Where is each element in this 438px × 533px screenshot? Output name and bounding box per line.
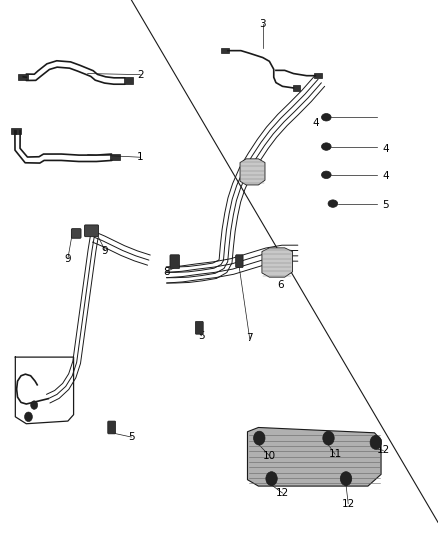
Circle shape: [340, 472, 352, 486]
Circle shape: [31, 401, 38, 409]
Text: 12: 12: [377, 446, 390, 455]
FancyBboxPatch shape: [195, 321, 203, 334]
Ellipse shape: [321, 143, 331, 150]
Bar: [314, 73, 322, 78]
FancyBboxPatch shape: [71, 229, 81, 238]
Text: 4: 4: [312, 118, 319, 127]
Circle shape: [25, 412, 32, 422]
Ellipse shape: [328, 200, 338, 207]
Text: 7: 7: [246, 334, 253, 343]
Bar: [11, 128, 21, 134]
Text: 12: 12: [276, 488, 289, 498]
Text: 11: 11: [328, 449, 342, 459]
Bar: [124, 77, 133, 84]
Text: 12: 12: [342, 499, 355, 508]
Text: 9: 9: [102, 246, 109, 255]
Text: 9: 9: [64, 254, 71, 263]
Polygon shape: [262, 248, 293, 277]
Circle shape: [266, 472, 277, 486]
Bar: [293, 85, 300, 91]
Bar: [18, 74, 28, 80]
Bar: [110, 154, 120, 160]
Polygon shape: [240, 159, 265, 185]
Text: 10: 10: [263, 451, 276, 461]
Bar: [221, 48, 229, 53]
Text: 5: 5: [382, 200, 389, 210]
Ellipse shape: [321, 171, 331, 179]
Text: 4: 4: [382, 144, 389, 154]
Text: 6: 6: [277, 280, 284, 290]
FancyBboxPatch shape: [85, 225, 99, 237]
FancyBboxPatch shape: [170, 255, 180, 269]
Circle shape: [254, 431, 265, 445]
Text: 5: 5: [198, 331, 205, 341]
Text: 8: 8: [163, 267, 170, 277]
Circle shape: [370, 435, 381, 449]
FancyBboxPatch shape: [236, 255, 243, 268]
Circle shape: [323, 431, 334, 445]
Text: 2: 2: [137, 70, 144, 79]
Text: 4: 4: [382, 171, 389, 181]
Ellipse shape: [321, 114, 331, 121]
Polygon shape: [247, 427, 381, 486]
Text: 5: 5: [128, 432, 135, 442]
FancyBboxPatch shape: [108, 421, 116, 434]
Text: 3: 3: [259, 19, 266, 29]
Text: 1: 1: [137, 152, 144, 162]
